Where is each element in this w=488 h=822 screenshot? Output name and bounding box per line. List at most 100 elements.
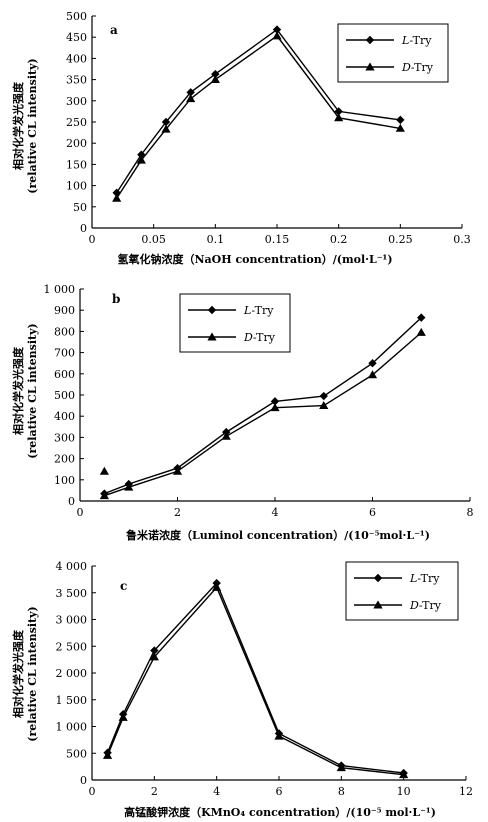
data-point-l-try [368,359,377,368]
x-tick-label: 4 [272,506,279,519]
panel-label: a [110,23,118,37]
legend-marker [373,573,383,583]
data-point-d-try [172,466,183,475]
y-axis-label-cn: 相对化学发光强度 [11,629,25,718]
data-point-d-try [99,466,109,475]
data-point-d-try [210,75,220,84]
y-tick-label: 100 [54,474,75,487]
data-point-d-try [395,123,405,132]
data-point-d-try [334,113,344,122]
series-line-d-try [116,34,401,199]
data-point-l-try [334,107,343,116]
data-point-l-try [417,313,426,322]
legend-marker [207,332,217,341]
y-tick-label: 450 [66,31,87,44]
legend-box [345,561,459,621]
data-point-d-try [161,124,171,133]
y-tick-label: 4 000 [56,560,88,573]
y-tick-label: 200 [54,453,75,466]
x-tick-label: 6 [369,506,376,519]
chart-panel-b: 0 100 200 300 400 500 600 700 800 900 1 000 0 2 4 6 8 b 相… [0,275,488,550]
x-tick-label: 0.05 [141,233,166,246]
legend-box [179,293,291,353]
x-axis-label: 氢氧化钠浓度（NaOH concentration）/(mol·L⁻¹) [117,252,392,266]
y-tick-label: 800 [54,325,75,338]
data-point-l-try [186,88,195,97]
y-axis-label-en: (relative CL intensity) [26,58,39,193]
y-tick-label: 150 [66,158,87,171]
y-tick-label: 2 500 [56,640,88,653]
chart-panel-a: 0 50 100 150 200 250 300 350 400 450 500 0 0.05 0.1 0.… [0,0,488,270]
x-tick-label: 12 [459,785,473,798]
data-point-d-try [186,94,196,103]
data-point-l-try [270,397,280,406]
y-tick-label: 500 [66,10,87,23]
data-point-d-try [212,582,222,591]
x-tick-label: 4 [213,785,220,798]
data-point-d-try [319,401,329,410]
y-tick-label: 300 [54,431,75,444]
y-tick-label: 100 [66,180,87,193]
y-axis-label-en: (relative CL intensity) [26,606,39,741]
series-line-d-try [104,331,422,497]
panel-label: c [120,579,127,593]
y-tick-label: 700 [54,347,75,360]
y-tick-label: 3 000 [56,614,88,627]
data-point-d-try [367,370,378,379]
data-point-l-try [272,25,282,34]
legend-marker [365,35,375,45]
y-tick-label: 350 [66,74,87,87]
chart-c: 0 500 1 000 1 500 2 000 2 500 3 000 3 500 4 000 0… [11,560,473,819]
legend-label: L-Try [401,34,432,47]
y-tick-label: 50 [73,201,87,214]
chart-panel-c: 0 500 1 000 1 500 2 000 2 500 3 000 3 500 4 000 0… [0,554,488,822]
data-point-l-try [396,115,405,125]
series-line-l-try [116,28,401,194]
x-tick-label: 8 [338,785,345,798]
x-tick-label: 0 [77,506,84,519]
x-tick-label: 2 [174,506,181,519]
y-tick-label: 500 [66,747,87,760]
y-tick-label: 900 [54,304,75,317]
chart-b: 0 100 200 300 400 500 600 700 800 900 1 000 0 2 4 6 8 b 相… [11,283,474,542]
y-tick-label: 500 [54,389,75,402]
x-tick-label: 0.1 [207,233,225,246]
x-axis-label: 高锰酸钾浓度（KMnO₄ concentration）/(10⁻⁵ mol·L⁻… [124,805,436,819]
data-point-l-try [319,391,328,401]
y-tick-label: 3 500 [56,587,88,600]
data-point-d-try [274,731,284,740]
data-point-d-try [136,155,146,164]
legend-label: D-Try [401,61,434,74]
y-tick-label: 0 [68,495,75,508]
y-tick-label: 1 000 [56,721,88,734]
data-point-d-try [124,482,134,491]
data-point-d-try [272,31,282,40]
y-tick-label: 1 500 [56,694,88,707]
legend-label: L-Try [409,572,440,585]
y-tick-label: 400 [66,52,87,65]
data-point-d-try [416,327,426,336]
data-point-l-try [161,117,171,127]
x-axis-label: 鲁米诺浓度（Luminol concentration）/(10⁻⁵mol·L⁻… [126,528,430,542]
data-point-d-try [118,712,128,721]
x-tick-label: 0 [89,785,96,798]
y-tick-label: 250 [66,116,87,129]
legend-marker [373,600,383,609]
data-point-d-try [112,193,122,202]
data-point-d-try [102,750,113,759]
y-tick-label: 0 [80,774,87,787]
legend-label: L-Try [243,304,274,317]
data-point-l-try [211,69,220,79]
series-line-l-try [104,317,422,495]
x-tick-label: 8 [467,506,474,519]
x-tick-label: 6 [276,785,283,798]
x-tick-label: 10 [397,785,411,798]
y-tick-label: 2 000 [56,667,88,680]
x-tick-label: 0.2 [330,233,348,246]
y-tick-label: 600 [54,368,75,381]
y-axis-label-cn: 相对化学发光强度 [11,346,25,435]
data-point-d-try [336,763,346,772]
legend-label: D-Try [409,599,442,612]
x-tick-label: 0.25 [388,233,413,246]
data-point-d-try [99,491,109,500]
